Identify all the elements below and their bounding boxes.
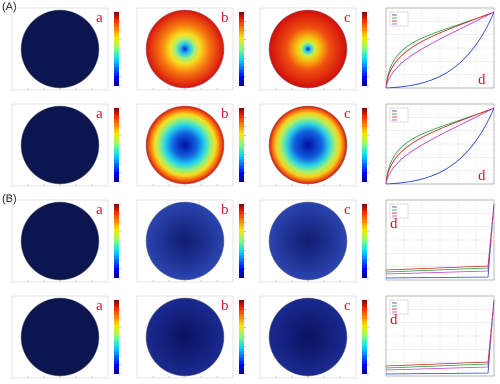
profile-curve — [385, 299, 495, 371]
colorbar — [114, 300, 119, 374]
panel: d — [385, 103, 495, 185]
panel-letter: b — [221, 202, 229, 218]
panel: c — [259, 7, 369, 91]
concentration-disk — [268, 297, 348, 377]
panel-letter: d — [390, 312, 398, 328]
legend-box — [389, 11, 409, 27]
concentration-disk — [20, 201, 100, 281]
panel-letter: c — [344, 10, 351, 26]
colorbar — [362, 108, 367, 182]
concentration-disk — [145, 297, 225, 377]
panel-letter: b — [221, 298, 229, 314]
profile-curve — [385, 107, 495, 185]
panel-letter: a — [96, 106, 103, 122]
panel: b — [136, 199, 246, 283]
legend-box — [389, 203, 409, 219]
panel: d — [385, 7, 495, 89]
legend-box — [389, 107, 409, 123]
panel-letter: c — [344, 202, 351, 218]
panel: c — [259, 295, 369, 379]
profile-curve — [385, 11, 495, 89]
panel: a — [11, 103, 121, 187]
panel: c — [259, 199, 369, 283]
colorbar — [114, 204, 119, 278]
panel-letter: d — [478, 168, 486, 184]
colorbar — [114, 108, 119, 182]
concentration-disk — [145, 201, 225, 281]
profile-curve — [385, 107, 495, 185]
colorbar — [239, 108, 244, 182]
panel-letter: b — [221, 106, 229, 122]
concentration-disk — [268, 201, 348, 281]
section-label: (A) — [2, 1, 17, 13]
panel: d — [385, 295, 495, 377]
panel-letter: c — [344, 298, 351, 314]
colorbar — [114, 12, 119, 86]
profile-curve — [385, 11, 495, 89]
colorbar — [362, 12, 367, 86]
colorbar — [362, 300, 367, 374]
panel-letter: b — [221, 10, 229, 26]
panel-letter: d — [390, 216, 398, 232]
legend-box — [389, 299, 409, 315]
concentration-disk — [145, 9, 225, 89]
panel: b — [136, 295, 246, 379]
concentration-disk — [268, 105, 348, 185]
panel-letter: a — [96, 298, 103, 314]
panel-letter: a — [96, 202, 103, 218]
colorbar — [239, 204, 244, 278]
profile-curve — [385, 107, 495, 185]
colorbar — [362, 204, 367, 278]
concentration-disk — [20, 105, 100, 185]
concentration-disk — [268, 9, 348, 89]
panel: d — [385, 199, 495, 281]
panel: b — [136, 103, 246, 187]
colorbar — [239, 300, 244, 374]
panel-letter: d — [478, 72, 486, 88]
profile-curve — [385, 11, 495, 89]
panel: a — [11, 295, 121, 379]
panel: a — [11, 7, 121, 91]
colorbar — [239, 12, 244, 86]
panel: c — [259, 103, 369, 187]
concentration-disk — [20, 297, 100, 377]
concentration-disk — [20, 9, 100, 89]
panel: a — [11, 199, 121, 283]
panel-letter: a — [96, 10, 103, 26]
concentration-disk — [145, 105, 225, 185]
section-label: (B) — [2, 193, 17, 205]
panel-letter: c — [344, 106, 351, 122]
panel: b — [136, 7, 246, 91]
profile-curve — [385, 203, 495, 275]
